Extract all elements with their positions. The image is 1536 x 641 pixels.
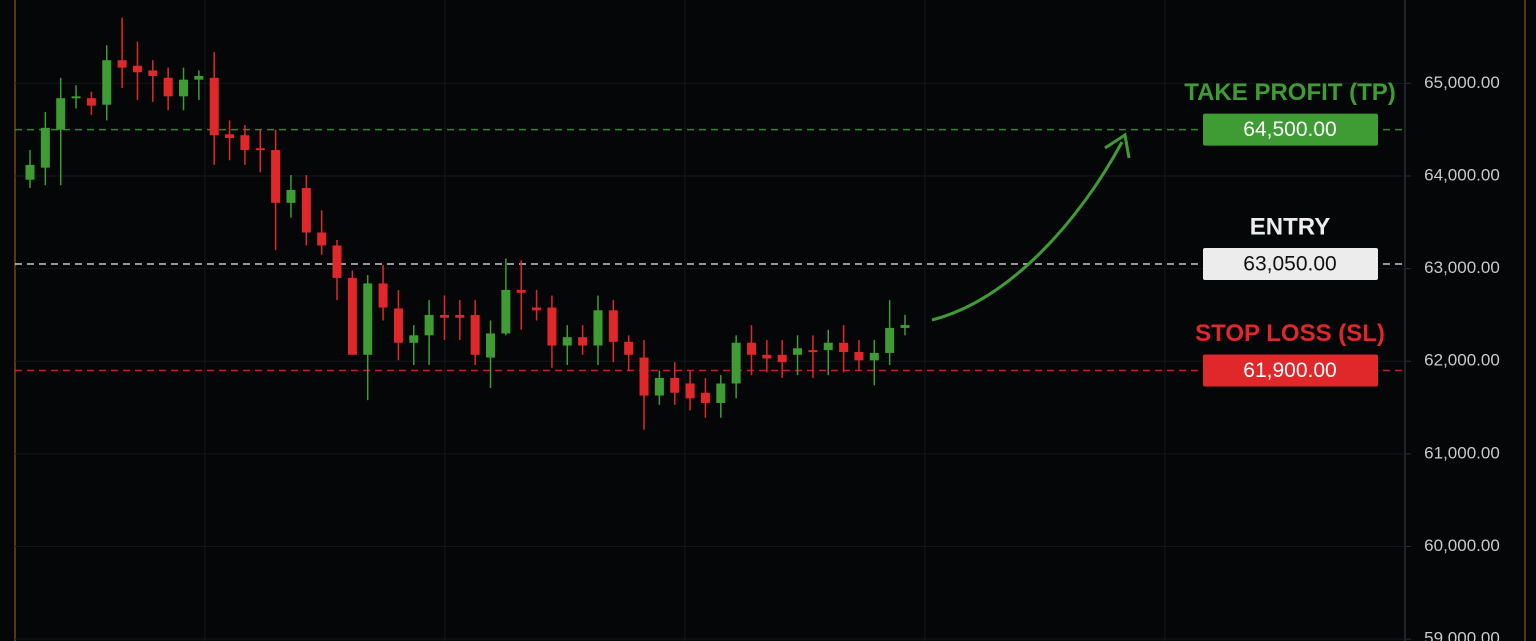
candle-body xyxy=(56,98,66,130)
candle-body xyxy=(532,307,542,311)
candle-body xyxy=(117,60,127,68)
y-tick-label: 64,000.00 xyxy=(1424,165,1500,184)
level-value: 61,900.00 xyxy=(1243,359,1336,382)
candle-body xyxy=(670,377,680,393)
labels: 59,000.00 60,000.00 61,000.00 62,000.00 63,0… xyxy=(1424,73,1500,641)
candle-body xyxy=(654,377,664,396)
level-value: 64,500.00 xyxy=(1243,118,1336,141)
level-box xyxy=(1203,354,1378,387)
candle-body xyxy=(286,189,296,203)
candle-body xyxy=(409,335,419,343)
candle-body xyxy=(393,308,403,343)
level-box xyxy=(1203,247,1378,280)
candle-body xyxy=(562,337,572,346)
candle-body xyxy=(439,314,449,318)
candle-body xyxy=(71,96,81,99)
candle-body xyxy=(716,383,726,403)
arrow-head xyxy=(1104,132,1131,159)
candle-body xyxy=(731,342,741,384)
candle-body xyxy=(516,289,526,293)
candle-body xyxy=(547,307,557,346)
level-value: 63,050.00 xyxy=(1243,253,1336,276)
candle-body xyxy=(793,348,803,355)
candle-body xyxy=(501,289,511,334)
candle-body xyxy=(700,392,710,403)
candle-body xyxy=(86,98,96,106)
candle-body xyxy=(132,65,142,73)
candle-body xyxy=(301,188,311,233)
y-tick-label: 60,000.00 xyxy=(1424,536,1500,555)
candle-body xyxy=(777,354,787,363)
candle-body xyxy=(900,325,910,328)
candle-body xyxy=(102,60,112,105)
level-title: STOP LOSS (SL) xyxy=(1195,320,1385,347)
candles xyxy=(25,17,910,430)
candle-body xyxy=(869,352,879,361)
candle-body xyxy=(148,70,158,76)
candle-body xyxy=(363,283,373,355)
candle-body xyxy=(854,351,864,361)
candle-body xyxy=(209,77,219,136)
candle-body xyxy=(808,350,818,353)
candle-body xyxy=(378,283,388,308)
candle-body xyxy=(347,277,357,355)
candle-body xyxy=(271,150,281,203)
y-tick-label: 62,000.00 xyxy=(1424,351,1500,370)
candle-body xyxy=(639,357,649,396)
candle-body xyxy=(194,75,204,80)
candle-body xyxy=(593,310,603,346)
candle-body xyxy=(163,77,173,97)
candle-body xyxy=(839,342,849,352)
candle-body xyxy=(240,135,250,151)
candle-body xyxy=(424,314,434,336)
candle-body xyxy=(578,337,588,346)
level-title: TAKE PROFIT (TP) xyxy=(1184,79,1396,106)
candle-body xyxy=(332,245,342,278)
candle-body xyxy=(40,127,50,168)
y-tick-label: 65,000.00 xyxy=(1424,73,1500,92)
levels: TAKE PROFIT (TP) 64,500.00 ENTRY 63,050.00 S… xyxy=(15,79,1405,387)
candle-body xyxy=(470,314,480,355)
candle-body xyxy=(608,310,618,342)
candle-body xyxy=(885,327,895,353)
y-tick-label: 61,000.00 xyxy=(1424,443,1500,462)
candle-body xyxy=(746,342,756,355)
level-title: ENTRY xyxy=(1250,213,1330,240)
candle-body xyxy=(486,333,496,358)
candle-body xyxy=(685,383,695,399)
trend-arrow xyxy=(931,141,1124,322)
candle-body xyxy=(25,164,35,180)
candle-body xyxy=(255,148,265,151)
candle-body xyxy=(317,232,327,246)
candle-body xyxy=(624,341,634,355)
candle-body xyxy=(762,354,772,359)
y-tick-label: 59,000.00 xyxy=(1424,629,1500,641)
level-box xyxy=(1203,113,1378,146)
candle-body xyxy=(455,314,465,318)
grid xyxy=(15,82,1411,640)
candle-body xyxy=(823,342,833,351)
candle-body xyxy=(179,79,189,97)
candle-body xyxy=(225,134,235,139)
y-tick-label: 63,000.00 xyxy=(1424,258,1500,277)
